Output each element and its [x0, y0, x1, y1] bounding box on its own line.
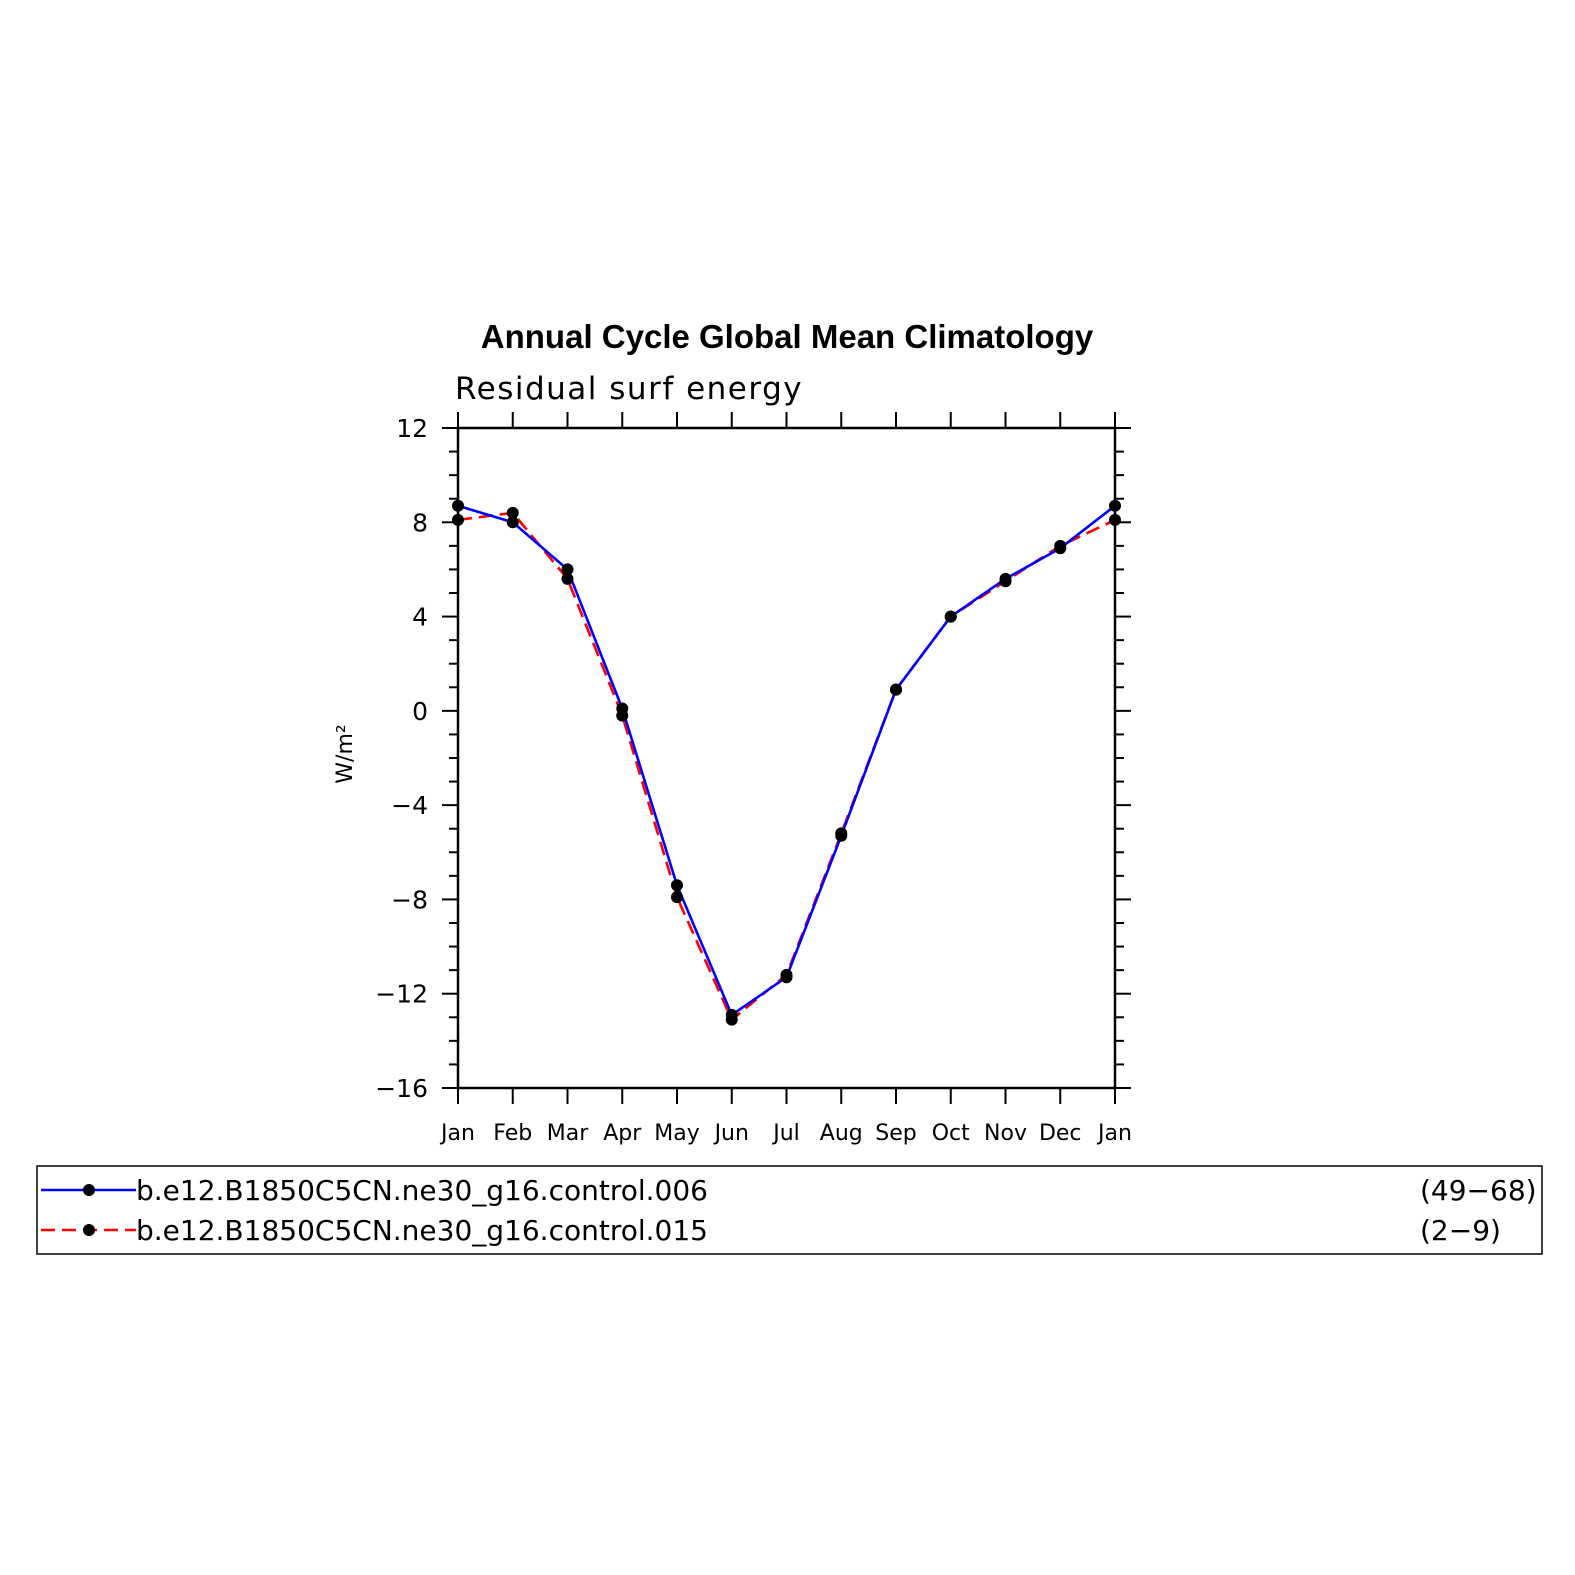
- data-point: [561, 572, 574, 585]
- legend-marker: [83, 1224, 95, 1236]
- y-axis-label: W/m²: [333, 724, 358, 783]
- x-tick-label: Nov: [984, 1121, 1027, 1146]
- x-tick-label: May: [654, 1121, 699, 1146]
- data-point: [561, 563, 574, 576]
- x-tick-label: Jul: [771, 1121, 800, 1146]
- data-point: [1054, 539, 1067, 552]
- legend-label: b.e12.B1850C5CN.ne30_g16.control.015: [136, 1214, 708, 1247]
- data-point: [452, 513, 464, 526]
- y-tick-label: 12: [396, 414, 428, 443]
- data-point: [506, 506, 519, 519]
- x-tick-label: Jan: [1096, 1121, 1132, 1146]
- y-tick-label: −8: [391, 885, 428, 914]
- x-tick-label: Feb: [493, 1121, 532, 1146]
- series-lines: [457, 504, 1116, 1021]
- data-point: [780, 968, 793, 981]
- data-point: [944, 610, 957, 623]
- data-point: [616, 709, 629, 722]
- data-point: [835, 827, 848, 840]
- axis-ticks: [442, 412, 1131, 1104]
- y-tick-label: −4: [391, 791, 428, 820]
- y-tick-label: −12: [375, 980, 428, 1009]
- legend-years: (2−9): [1420, 1214, 1501, 1247]
- x-tick-label: Oct: [932, 1121, 970, 1146]
- y-tick-label: 8: [412, 508, 428, 537]
- y-tick-labels: 12 8 4 0 −4 −8 −12 −16: [375, 414, 428, 1103]
- x-tick-label: Mar: [547, 1121, 589, 1146]
- legend-years: (49−68): [1420, 1174, 1537, 1207]
- data-point: [1109, 499, 1121, 512]
- data-point: [671, 891, 683, 904]
- chart-subtitle: Residual surf energy: [455, 371, 803, 407]
- legend-label: b.e12.B1850C5CN.ne30_g16.control.006: [136, 1174, 708, 1207]
- y-tick-label: 0: [412, 697, 428, 726]
- y-tick-label: 4: [412, 603, 428, 632]
- data-point: [452, 499, 464, 512]
- x-tick-label: Sep: [875, 1121, 916, 1146]
- data-point: [506, 516, 519, 529]
- data-point: [725, 1013, 738, 1026]
- x-tick-label: Dec: [1039, 1121, 1082, 1146]
- series-markers: [452, 499, 1121, 1026]
- x-tick-label: Jan: [439, 1121, 475, 1146]
- series-line-2: [457, 511, 1116, 1021]
- x-tick-label: Aug: [820, 1121, 863, 1146]
- data-point: [890, 683, 902, 696]
- y-tick-label: −16: [375, 1074, 428, 1103]
- plot-frame: [456, 426, 1117, 1090]
- data-point: [1109, 513, 1121, 526]
- x-tick-labels: Jan Feb Mar Apr May Jun Jul Aug Sep Oct Nov Dec Jan: [439, 1121, 1132, 1146]
- legend-marker: [83, 1184, 95, 1196]
- series-line-1: [457, 504, 1116, 1017]
- data-point: [671, 879, 683, 892]
- data-point: [999, 575, 1012, 588]
- x-tick-label: Apr: [603, 1121, 642, 1146]
- x-tick-label: Jun: [713, 1121, 749, 1146]
- legend-box: [36, 1165, 1543, 1255]
- chart-title: Annual Cycle Global Mean Climatology: [481, 318, 1094, 355]
- legend: b.e12.B1850C5CN.ne30_g16.control.006 (49−…: [41, 1174, 1537, 1247]
